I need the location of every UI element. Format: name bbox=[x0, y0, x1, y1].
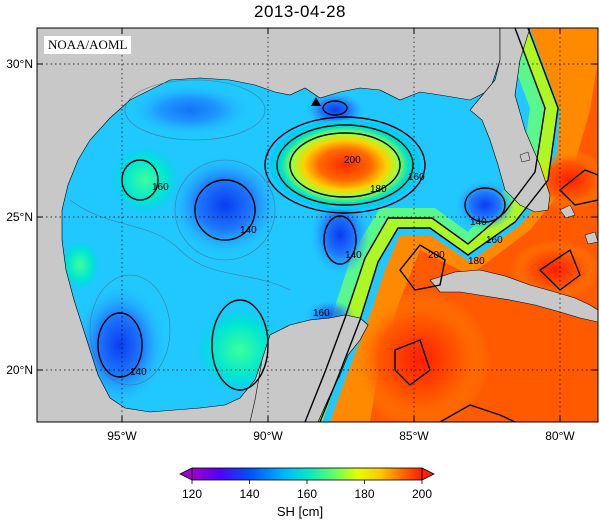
colorbar-tick-label: 180 bbox=[354, 487, 374, 501]
colorbar-right-arrow bbox=[421, 467, 435, 481]
contour-label: 160 bbox=[152, 182, 169, 193]
colorbar-tick-label: 160 bbox=[297, 487, 317, 501]
caribbean-red-patch bbox=[350, 290, 490, 422]
colorbar-title: SH [cm] bbox=[276, 504, 324, 519]
lat-label: 25°N bbox=[6, 210, 33, 224]
lon-label: 80°W bbox=[545, 429, 575, 443]
lon-label: 90°W bbox=[253, 429, 283, 443]
map-title: 2013-04-28 bbox=[254, 2, 346, 21]
credit-label: NOAA/AOML bbox=[44, 36, 132, 54]
contour-label: 180 bbox=[468, 256, 485, 267]
tick-marks bbox=[37, 28, 598, 422]
high-west bbox=[110, 145, 180, 215]
colorbar-bar bbox=[191, 467, 423, 481]
contour-label: 180 bbox=[370, 184, 387, 195]
contour-label: 140 bbox=[130, 367, 147, 378]
triangle-marker bbox=[311, 97, 321, 106]
front-yellow bbox=[305, 28, 558, 422]
colorbar-tick-label: 120 bbox=[182, 487, 202, 501]
florida bbox=[469, 28, 551, 213]
contour-label: 160 bbox=[313, 308, 330, 319]
colorbar-left-arrow bbox=[179, 467, 193, 481]
low-east bbox=[310, 195, 370, 275]
thin-contours bbox=[69, 79, 291, 386]
yucatan bbox=[249, 314, 369, 422]
lon-label: 95°W bbox=[107, 429, 137, 443]
colorbar-tick-label: 200 bbox=[412, 487, 432, 501]
contour-label: 200 bbox=[344, 155, 361, 166]
lat-label: 30°N bbox=[6, 57, 33, 71]
contour-lines bbox=[97, 28, 598, 422]
contour-label: 140 bbox=[240, 225, 257, 236]
contour-label: 160 bbox=[408, 172, 425, 183]
low-florida bbox=[455, 180, 515, 230]
lat-label: 20°N bbox=[6, 363, 33, 377]
graticule bbox=[37, 28, 598, 422]
loop-eddy bbox=[270, 120, 420, 210]
cuba bbox=[429, 269, 598, 323]
contour-label: 160 bbox=[486, 235, 503, 246]
contour-label: 200 bbox=[428, 250, 445, 261]
lon-label: 85°W bbox=[399, 429, 429, 443]
map-field bbox=[37, 28, 598, 422]
contour-label: 140 bbox=[345, 250, 362, 261]
map-frame bbox=[36, 27, 599, 423]
contour-label: 140 bbox=[470, 217, 487, 228]
colorbar-tick-label: 140 bbox=[239, 487, 259, 501]
low-central bbox=[170, 155, 280, 255]
colorbar: 120 140 160 180 200 bbox=[179, 467, 435, 501]
contour-label-group: 200 180 160 160 140 140 140 140 160 180 … bbox=[130, 155, 503, 378]
